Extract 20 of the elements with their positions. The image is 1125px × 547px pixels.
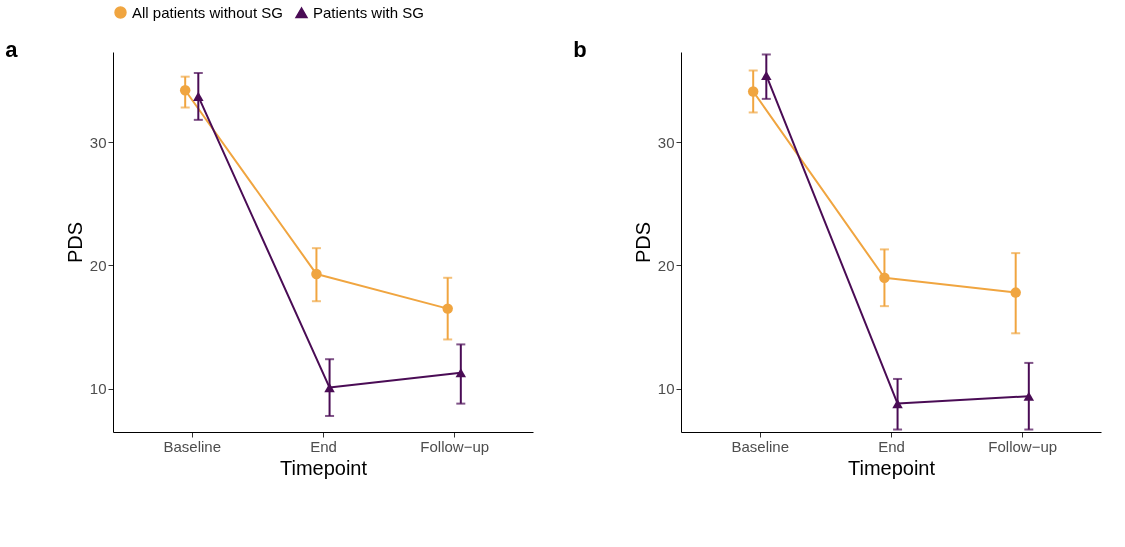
x-axis-title: Timepoint <box>847 456 936 479</box>
x-tick-label: End <box>310 437 337 455</box>
y-tick-label: 20 <box>657 256 675 274</box>
y-axis-title: PDS <box>631 221 654 264</box>
x-tick-label: Baseline <box>731 437 790 455</box>
legend-label: Patients with SG <box>313 3 424 21</box>
x-tick-label: End <box>878 437 905 455</box>
y-tick-label: 30 <box>657 133 675 151</box>
y-tick-label: 30 <box>89 133 107 151</box>
y-tick-label: 20 <box>89 256 107 274</box>
y-tick-label: 10 <box>657 380 675 398</box>
x-tick-label: Follow−up <box>988 437 1058 455</box>
x-tick-label: Baseline <box>163 437 222 455</box>
y-axis-title: PDS <box>63 221 86 264</box>
x-axis-title: Timepoint <box>279 456 368 479</box>
chart-title: a <box>5 37 19 62</box>
y-tick-label: 10 <box>89 380 107 398</box>
x-tick-label: Follow−up <box>420 437 490 455</box>
legend-label: All patients without SG <box>132 3 283 21</box>
chart-title: b <box>573 37 587 62</box>
